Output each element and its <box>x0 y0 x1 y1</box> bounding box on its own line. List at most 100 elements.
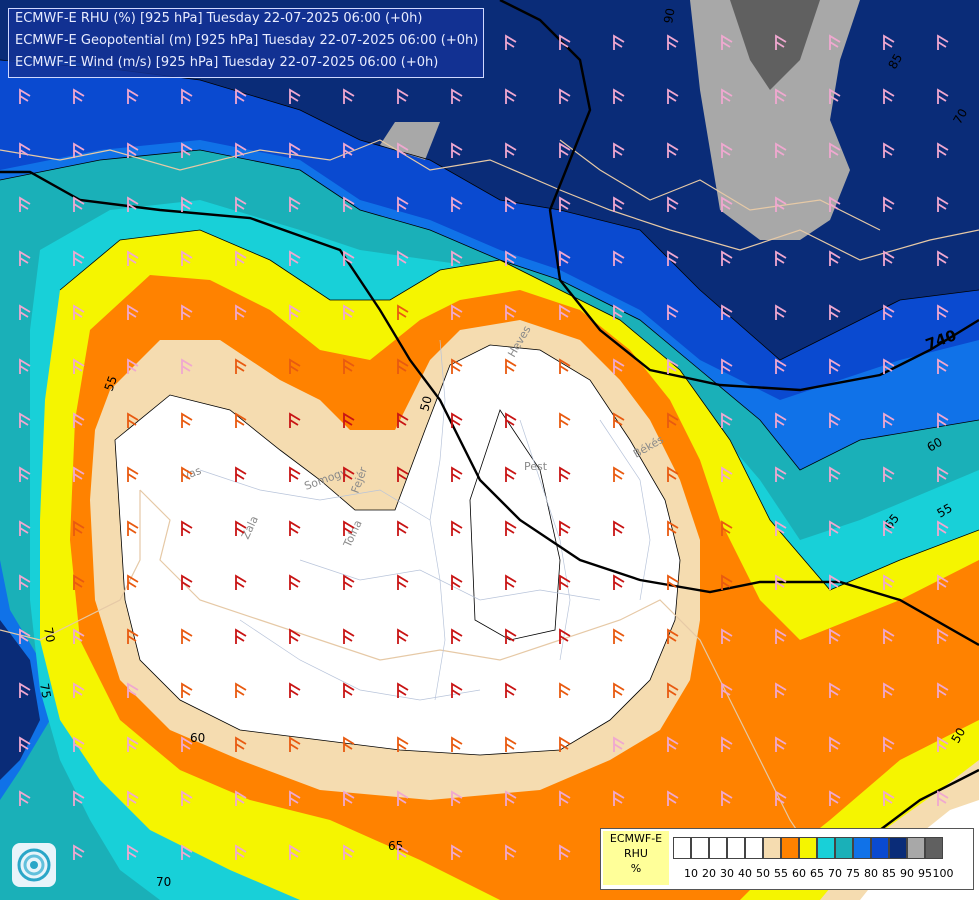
wind-barb <box>559 466 571 482</box>
wind-barb <box>667 628 679 644</box>
wind-barb <box>667 358 679 374</box>
legend-tick: 60 <box>792 867 806 880</box>
wind-barb <box>721 88 733 104</box>
wind-barb <box>235 466 247 482</box>
wind-barb <box>775 34 787 50</box>
contour-label-55-w: 55 <box>102 374 120 393</box>
wind-barb <box>829 304 841 320</box>
wind-barb <box>883 412 895 428</box>
wind-barb <box>235 250 247 266</box>
wind-barb <box>505 196 517 212</box>
wind-barb <box>343 88 355 104</box>
wind-barb <box>937 790 949 806</box>
wind-barb <box>829 628 841 644</box>
wind-barb <box>181 682 193 698</box>
wind-barbs <box>19 34 949 860</box>
wind-barb <box>19 88 31 104</box>
wind-barb <box>613 304 625 320</box>
wind-barb <box>73 790 85 806</box>
wind-barb <box>397 196 409 212</box>
wind-barb <box>451 520 463 536</box>
legend-swatch <box>691 837 709 859</box>
wind-barb <box>505 790 517 806</box>
rh-field-grey-north <box>380 122 440 160</box>
wind-barb <box>343 358 355 374</box>
wind-barb <box>181 142 193 158</box>
wind-barb <box>289 250 301 266</box>
wind-barb <box>289 466 301 482</box>
legend-swatch <box>781 837 799 859</box>
rivers-and-counties <box>199 339 651 701</box>
contour-label-90: 90 <box>661 7 677 24</box>
wind-barb <box>829 466 841 482</box>
legend-swatch <box>835 837 853 859</box>
rh-field-navy-west <box>0 620 40 780</box>
wind-barb <box>937 142 949 158</box>
wind-barb <box>613 790 625 806</box>
wind-barb <box>721 304 733 320</box>
wind-barb <box>559 358 571 374</box>
wind-barb <box>613 196 625 212</box>
wind-barb <box>505 628 517 644</box>
legend-swatch <box>763 837 781 859</box>
wind-barb <box>127 412 139 428</box>
wind-barb <box>73 466 85 482</box>
wind-barb <box>613 682 625 698</box>
wind-barb <box>883 628 895 644</box>
wind-barb <box>667 520 679 536</box>
wind-barb <box>397 250 409 266</box>
wind-barb <box>883 736 895 752</box>
wind-barb <box>127 844 139 860</box>
wind-barb <box>73 520 85 536</box>
wind-barb <box>19 196 31 212</box>
wind-barb <box>73 412 85 428</box>
wind-barb <box>559 304 571 320</box>
wind-barb <box>181 250 193 266</box>
wind-barb <box>775 142 787 158</box>
wind-barb <box>505 142 517 158</box>
wind-barb <box>505 412 517 428</box>
wind-barb <box>343 466 355 482</box>
legend-tick: 65 <box>810 867 824 880</box>
wind-barb <box>235 196 247 212</box>
wind-barb <box>73 844 85 860</box>
wind-barb <box>937 682 949 698</box>
wind-barb <box>397 682 409 698</box>
wind-barb <box>559 682 571 698</box>
wind-barb <box>451 358 463 374</box>
rh-field-grey-northeast <box>690 0 860 240</box>
wind-barb <box>721 628 733 644</box>
wind-barb <box>559 844 571 860</box>
wind-barb <box>829 412 841 428</box>
wind-barb <box>829 520 841 536</box>
wind-barb <box>775 412 787 428</box>
legend-swatch <box>709 837 727 859</box>
wind-barb <box>397 574 409 590</box>
wind-barb <box>721 196 733 212</box>
wind-barb <box>19 736 31 752</box>
wind-barb <box>883 358 895 374</box>
wind-barb <box>883 790 895 806</box>
wind-barb <box>829 88 841 104</box>
wind-barb <box>343 790 355 806</box>
wind-barb <box>73 88 85 104</box>
legend-swatch <box>745 837 763 859</box>
wind-barb <box>829 790 841 806</box>
wind-barb <box>667 574 679 590</box>
wind-barb <box>235 682 247 698</box>
wind-barb <box>19 574 31 590</box>
wind-barb <box>667 412 679 428</box>
wind-barb <box>451 466 463 482</box>
place-label-pest: Pest <box>524 460 548 473</box>
wind-barb <box>289 358 301 374</box>
contour-label-75-w: 75 <box>37 682 53 699</box>
wind-barb <box>451 304 463 320</box>
wind-barb <box>19 628 31 644</box>
wind-barb <box>397 520 409 536</box>
wind-barb <box>289 628 301 644</box>
wind-barb <box>613 466 625 482</box>
legend-swatch <box>673 837 691 859</box>
legend-swatch <box>727 837 745 859</box>
wind-barb <box>127 250 139 266</box>
